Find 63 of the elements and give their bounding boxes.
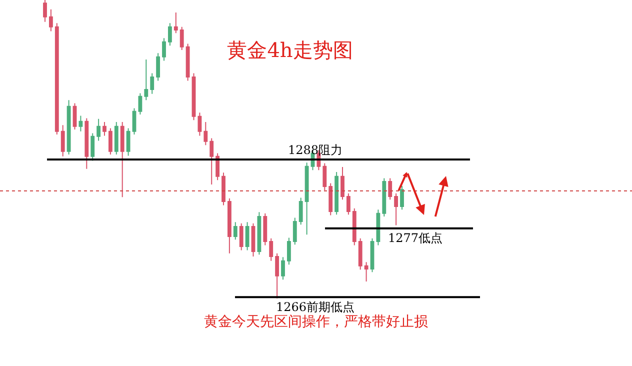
candlestick <box>48 8 53 32</box>
candlestick <box>180 26 184 51</box>
candlestick <box>108 128 112 156</box>
candlestick <box>292 217 297 246</box>
candlestick <box>352 208 356 246</box>
candlestick <box>114 122 118 156</box>
candlestick <box>132 108 136 136</box>
candlestick <box>275 252 280 299</box>
candlestick <box>322 162 327 191</box>
candlestick <box>84 118 89 170</box>
candlestick <box>286 237 291 266</box>
candlestick <box>60 124 65 157</box>
candlestick <box>382 178 386 217</box>
candlestick <box>304 162 309 236</box>
candlestick <box>281 256 285 280</box>
candlestick <box>346 192 350 216</box>
candlestick <box>96 118 101 142</box>
candlestick <box>388 178 392 200</box>
candlestick <box>192 72 196 121</box>
candlestick <box>328 182 333 216</box>
candlestick <box>263 212 268 246</box>
candlestick <box>227 198 232 254</box>
candlestick <box>156 52 160 82</box>
candlestick <box>251 222 256 258</box>
candlestick <box>126 128 130 156</box>
candlestick <box>269 238 274 262</box>
candlestick <box>102 122 106 136</box>
candlestick <box>376 209 380 246</box>
candlestick <box>138 92 142 115</box>
candlestick <box>340 166 344 200</box>
candlestick <box>186 43 190 82</box>
candlestick <box>239 222 244 251</box>
candlestick <box>162 38 166 62</box>
candlestick <box>204 122 208 146</box>
candlestick <box>72 102 77 130</box>
candlestick <box>233 222 238 240</box>
candlestick <box>298 197 303 226</box>
candlestick <box>66 100 71 156</box>
candlestick <box>394 192 398 226</box>
candlestick <box>144 58 148 101</box>
annotation: 黄金今天先区间操作，严格带好止损 <box>204 314 428 330</box>
candlestick <box>120 122 124 198</box>
candlestick <box>257 212 262 256</box>
candlestick <box>90 132 95 162</box>
candlestick <box>222 172 226 206</box>
candlestick <box>210 138 214 186</box>
candlestick <box>358 238 362 270</box>
candlestick <box>400 185 404 210</box>
ref-line-label: 1277低点 <box>388 231 443 245</box>
ref-line-label: 1288阻力 <box>288 143 343 157</box>
candlestick <box>168 22 172 46</box>
candlestick <box>198 112 202 136</box>
candlestick <box>364 262 368 282</box>
candlestick <box>245 222 250 251</box>
candlestick <box>78 115 83 132</box>
candlestick <box>216 152 220 181</box>
candlestick <box>54 22 59 136</box>
candlestick <box>370 238 374 273</box>
text: 黄金4h走势图 <box>227 38 353 62</box>
candlestick <box>334 172 339 216</box>
candlestick <box>174 12 178 34</box>
candlestick <box>150 72 154 94</box>
ref-line-label: 1266前期低点 <box>276 300 355 314</box>
